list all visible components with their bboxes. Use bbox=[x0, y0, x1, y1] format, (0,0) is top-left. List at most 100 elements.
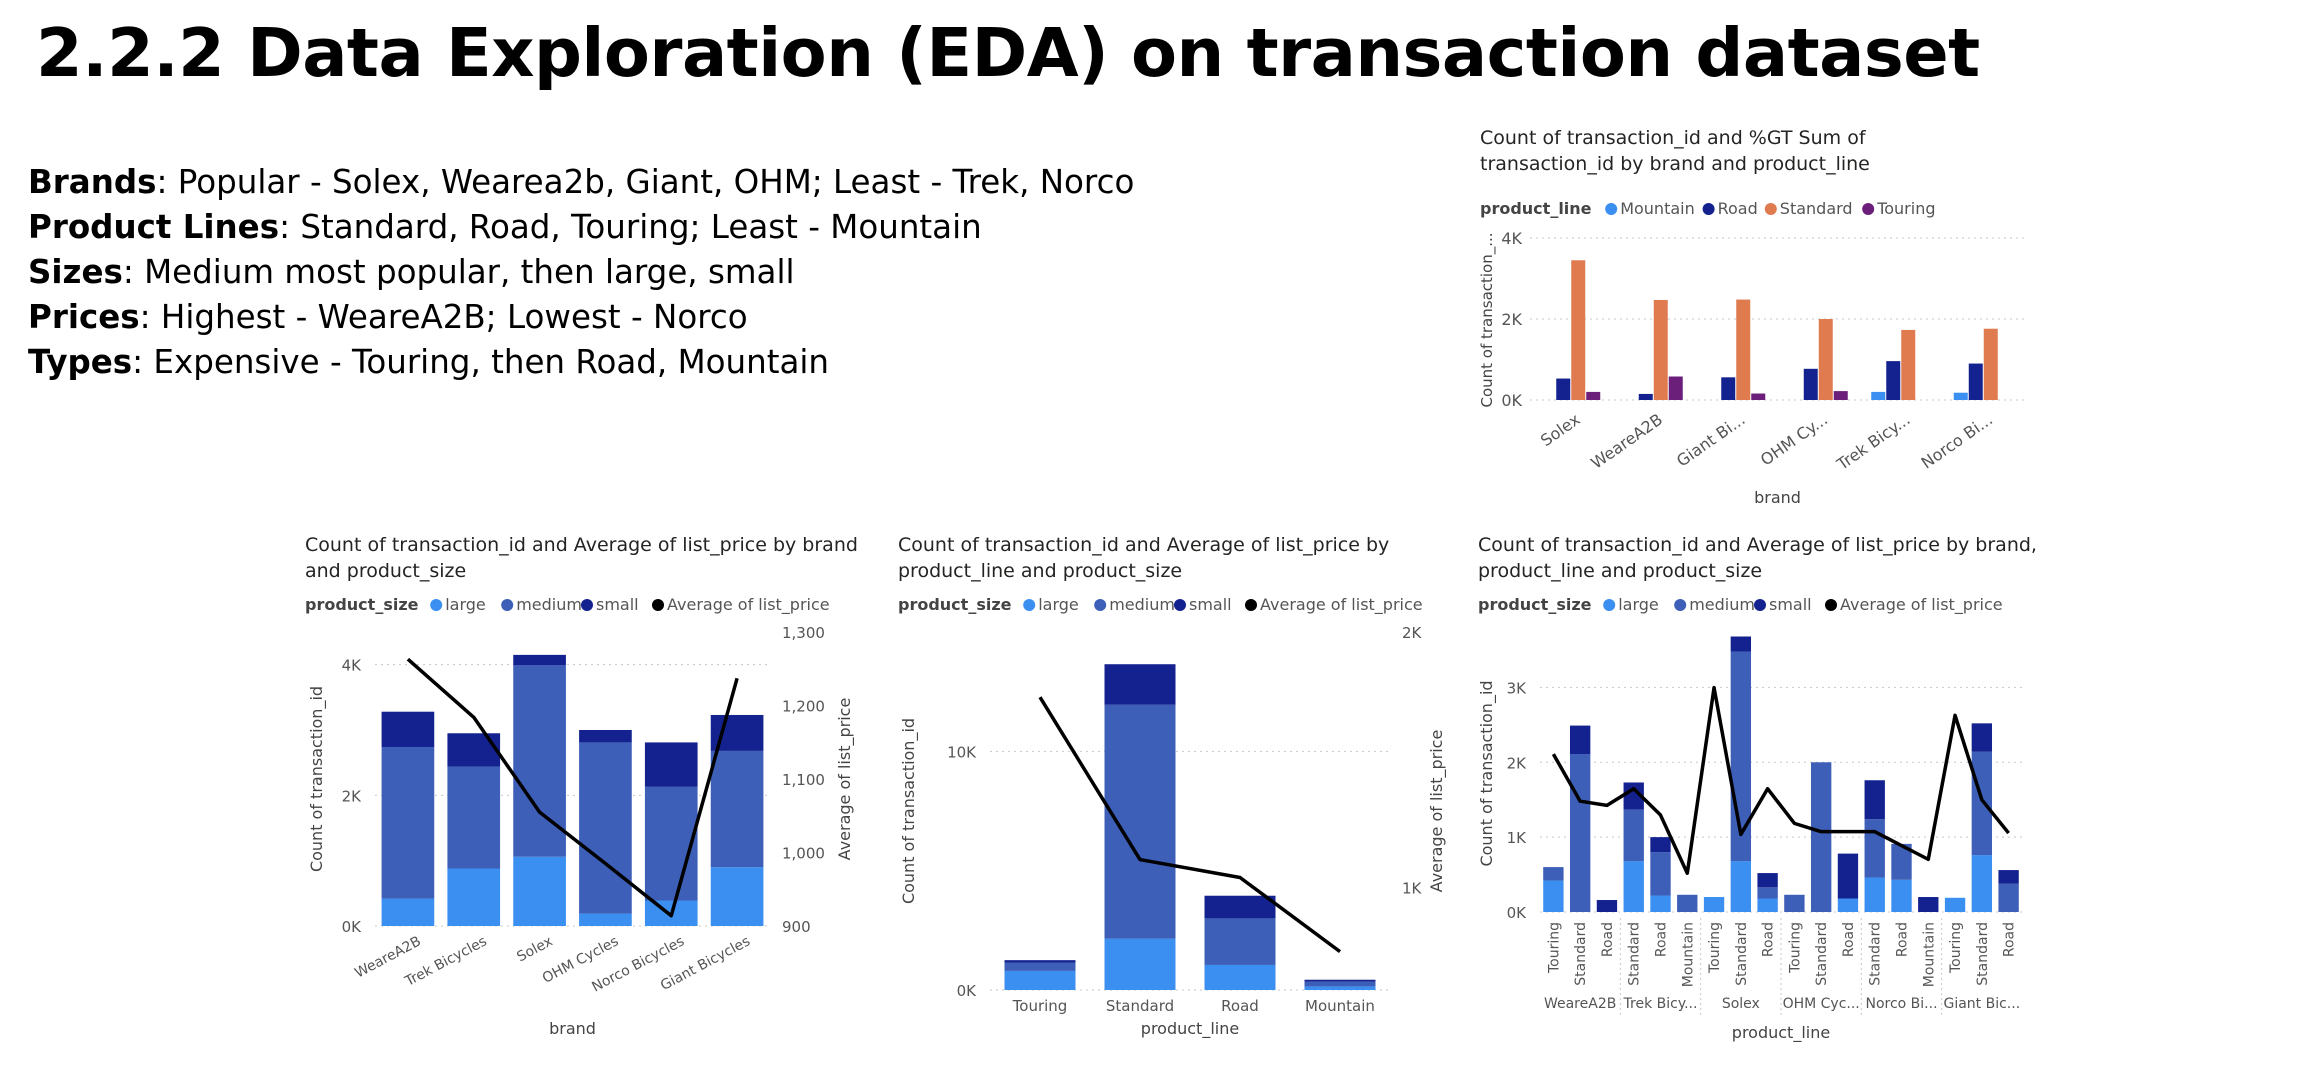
x-axis-title: brand bbox=[549, 1019, 596, 1038]
bar-segment-medium bbox=[1004, 962, 1076, 971]
x-tick-label: Solex bbox=[1537, 410, 1583, 450]
chart-brand-product-line: Count of transaction_id and %GT Sum of tr… bbox=[1478, 127, 2025, 507]
bar-segment-medium bbox=[1204, 918, 1276, 965]
bar-segment-large bbox=[579, 913, 632, 926]
bar-segment-large bbox=[1623, 861, 1644, 912]
summary-bullets: Brands: Popular - Solex, Wearea2b, Giant… bbox=[28, 160, 1134, 385]
bar-standard bbox=[1818, 319, 1833, 400]
x-tick-label: Road bbox=[2002, 922, 2018, 957]
bar-segment-small bbox=[1104, 664, 1176, 705]
bar-segment-small bbox=[1623, 782, 1644, 810]
legend-marker-small bbox=[581, 599, 593, 611]
legend-marker-average-of-list-price bbox=[1825, 599, 1837, 611]
bar-segment-medium bbox=[579, 742, 632, 914]
y-tick-label: 2K bbox=[342, 787, 363, 805]
x-tick-label: Solex bbox=[514, 933, 555, 965]
x-tick-label: WeareA2B bbox=[1587, 410, 1666, 473]
bar-segment-small bbox=[1918, 897, 1939, 912]
legend-item-label: Standard bbox=[1780, 199, 1853, 218]
bar-segment-small bbox=[644, 742, 698, 787]
chart-title-line: transaction_id by brand and product_line bbox=[1480, 153, 1870, 175]
bar-segment-medium bbox=[1543, 867, 1564, 881]
bullet-text: : Expensive - Touring, then Road, Mounta… bbox=[132, 343, 829, 381]
x-tick-label: Giant Bi... bbox=[1673, 410, 1748, 471]
y-right-tick-label: 900 bbox=[782, 918, 811, 936]
legend-marker-average-of-list-price bbox=[652, 599, 664, 611]
bar-segment-small bbox=[1864, 780, 1885, 820]
x-tick-label: Touring bbox=[1546, 922, 1562, 974]
y-axis-title: Count of transaction_... bbox=[1478, 232, 1497, 407]
bullet-label: Sizes bbox=[28, 253, 123, 291]
bar-touring bbox=[1833, 391, 1848, 400]
legend-item-label: medium bbox=[1109, 595, 1175, 614]
x-tick-label: Mountain bbox=[1305, 997, 1375, 1015]
legend-marker-small bbox=[1174, 599, 1186, 611]
bar-standard bbox=[1983, 328, 1998, 400]
line-average-list-price bbox=[1551, 685, 2010, 875]
y-axis-title: Count of transaction_id bbox=[1477, 680, 1497, 866]
x-tick-label: Road bbox=[1654, 922, 1670, 957]
line-average-list-price bbox=[1038, 696, 1342, 954]
x-tick-label: Trek Bicy... bbox=[1833, 410, 1914, 475]
bar-road bbox=[1556, 378, 1571, 400]
legend-item-label: large bbox=[1038, 595, 1079, 614]
bar-segment-large bbox=[513, 856, 566, 926]
legend-title: product_size bbox=[898, 595, 1012, 614]
legend-marker-touring bbox=[1862, 203, 1875, 215]
bar-segment-small bbox=[447, 733, 501, 767]
x-tick-label: Road bbox=[1221, 997, 1259, 1015]
bar-standard bbox=[1901, 329, 1916, 400]
y-axis-title: Count of transaction_id bbox=[899, 718, 919, 904]
legend-marker-mountain bbox=[1605, 203, 1618, 215]
y-right-tick-label: 1,200 bbox=[782, 698, 825, 716]
legend-title: product_size bbox=[1478, 595, 1592, 614]
legend-marker-large bbox=[430, 599, 443, 611]
legend-marker-medium bbox=[1674, 599, 1687, 611]
bar-mountain bbox=[1953, 392, 1968, 400]
bar-segment-medium bbox=[710, 750, 764, 868]
y-tick-label: 2K bbox=[1501, 310, 1522, 329]
bar-segment-medium bbox=[1304, 981, 1376, 987]
bullet-product-lines: Product Lines: Standard, Road, Touring; … bbox=[28, 205, 1134, 250]
x-group-label: Giant Bic... bbox=[1943, 996, 2020, 1012]
y-right-axis-title: Average of list_price bbox=[1427, 730, 1447, 893]
x-tick-label: Touring bbox=[1787, 922, 1803, 974]
bar-segment-medium bbox=[1677, 894, 1698, 912]
legend-marker-large bbox=[1603, 599, 1616, 611]
bar-road bbox=[1721, 377, 1736, 400]
legend-item-label: Average of list_price bbox=[667, 595, 830, 615]
bar-segment-small bbox=[1569, 725, 1591, 755]
bullet-label: Prices bbox=[28, 298, 140, 336]
chart-title-line: Count of transaction_id and Average of l… bbox=[898, 534, 1389, 556]
bar-segment-medium bbox=[1864, 819, 1885, 878]
bar-road bbox=[1803, 368, 1818, 400]
chart-brand-product-size: Count of transaction_id and Average of l… bbox=[305, 534, 858, 1038]
y-tick-label: 10K bbox=[947, 743, 977, 761]
y-tick-label: 1K bbox=[1507, 829, 1528, 847]
x-tick-label: Norco Bi... bbox=[1918, 410, 1996, 473]
bar-segment-large bbox=[1730, 861, 1752, 912]
y-right-tick-label: 1,000 bbox=[782, 845, 825, 863]
bar-segment-small bbox=[1998, 870, 2019, 884]
legend-item-label: medium bbox=[516, 595, 582, 614]
bar-standard bbox=[1653, 299, 1668, 400]
bar-road bbox=[1638, 393, 1653, 400]
bar-segment-large bbox=[1944, 897, 1966, 912]
bullet-text: : Medium most popular, then large, small bbox=[122, 253, 795, 291]
bar-road bbox=[1968, 363, 1983, 400]
y-right-tick-label: 1,300 bbox=[782, 624, 825, 642]
legend-item-label: large bbox=[445, 595, 486, 614]
bar-segment-small bbox=[1837, 853, 1859, 899]
bar-segment-large bbox=[1104, 938, 1176, 990]
x-group-label: Trek Bicy... bbox=[1623, 996, 1698, 1012]
legend-item-label: large bbox=[1618, 595, 1659, 614]
legend-title: product_line bbox=[1480, 199, 1592, 218]
bar-segment-large bbox=[1650, 895, 1671, 912]
bar-segment-large bbox=[1837, 898, 1859, 912]
x-tick-label: Standard bbox=[1975, 922, 1991, 986]
x-axis-title: product_line bbox=[1732, 1023, 1830, 1043]
y-tick-label: 3K bbox=[1507, 679, 1528, 697]
line-average-list-price bbox=[406, 657, 739, 918]
y-tick-label: 0K bbox=[957, 982, 978, 1000]
bar-touring bbox=[1751, 393, 1766, 400]
